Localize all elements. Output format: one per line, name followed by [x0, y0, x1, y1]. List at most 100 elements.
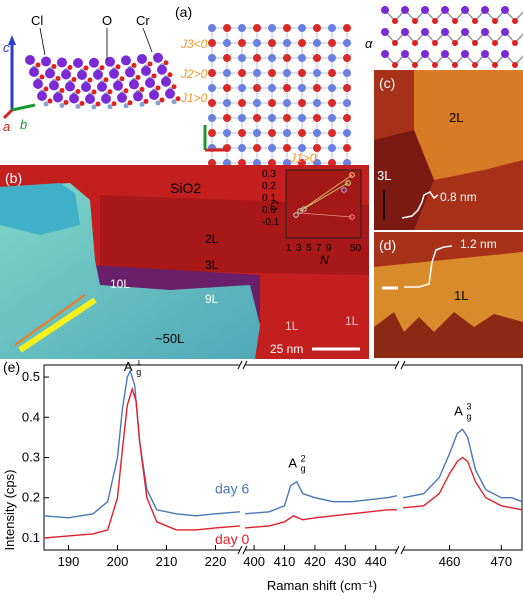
- lattice-atom: [298, 144, 306, 152]
- o-atom: [55, 75, 61, 81]
- cl-atom: [161, 76, 171, 87]
- x-tick-label: 210: [156, 554, 178, 569]
- inset-point: [341, 187, 347, 193]
- cr-pointer: [142, 27, 153, 53]
- lattice-atom: [283, 129, 291, 137]
- panel-a-svg: (a) Cl O Cr c a b J3<0 J2>0 J1>0 J1>0 α: [2, 4, 523, 167]
- inset-trend-line: [299, 212, 353, 218]
- inset-plot-frame: [285, 169, 362, 239]
- side-cl-atom: [421, 6, 429, 14]
- o-atom: [63, 99, 69, 105]
- lattice-atom: [238, 69, 246, 77]
- side-o-atom: [452, 40, 458, 46]
- side-o-atom: [472, 40, 478, 46]
- lattice-atom: [283, 24, 291, 32]
- lattice-atom: [328, 99, 336, 107]
- region-label-10l: 10L: [110, 277, 130, 291]
- y-tick-label: 0.1: [22, 530, 40, 545]
- lattice-atom: [283, 54, 291, 62]
- lattice-atom: [283, 69, 291, 77]
- axis-break: [397, 362, 403, 368]
- scale-bar-label: 25 nm: [270, 342, 303, 356]
- o-atom: [43, 86, 49, 92]
- lattice-atom: [238, 99, 246, 107]
- peak-label-sub: g: [301, 464, 306, 474]
- atom-label-o: O: [102, 13, 112, 28]
- lattice-atom: [343, 39, 351, 47]
- axis-break: [397, 547, 403, 553]
- lattice-atom: [208, 69, 216, 77]
- lattice-atom: [298, 69, 306, 77]
- side-cl-atom: [461, 28, 469, 36]
- o-atom: [83, 65, 89, 71]
- cl-atom: [85, 93, 95, 104]
- panel-c-label: (c): [379, 75, 395, 91]
- lattice-atom: [208, 114, 216, 122]
- cr-atom: [155, 100, 161, 106]
- lattice-atom: [238, 24, 246, 32]
- panel-c-profile: [401, 191, 439, 219]
- inset-trend-line: [299, 174, 353, 212]
- side-cl-atom: [481, 28, 489, 36]
- axis-break-mark: [400, 545, 406, 555]
- x-tick-label: 220: [205, 554, 227, 569]
- lattice-atom: [238, 114, 246, 122]
- o-atom: [127, 100, 133, 106]
- lattice-atom: [268, 129, 276, 137]
- side-cl-atom: [461, 50, 469, 58]
- side-cl-atom: [401, 6, 409, 14]
- lattice-atom: [238, 84, 246, 92]
- side-o-atom: [492, 18, 498, 24]
- lattice-atom: [343, 69, 351, 77]
- peak-label-sub: g: [467, 411, 472, 421]
- cl-atom: [29, 67, 39, 77]
- o-atom: [75, 89, 81, 95]
- cl-atom: [153, 52, 163, 63]
- x-tick-label: 410: [274, 554, 296, 569]
- lattice-atom: [298, 114, 306, 122]
- side-cl-atom: [401, 28, 409, 36]
- cl-atom: [33, 79, 43, 89]
- axis-break-mark: [237, 360, 243, 370]
- region-label-2l: 2L: [205, 232, 219, 246]
- lattice-atom: [253, 54, 261, 62]
- side-cl-atom: [441, 50, 449, 58]
- lattice-atom: [343, 54, 351, 62]
- cl-atom: [89, 57, 99, 68]
- peak-label-sup: 3: [467, 401, 472, 411]
- side-o-atom: [512, 18, 518, 24]
- panel-c-step-label: 0.8 nm: [440, 190, 477, 204]
- lattice-atom: [313, 129, 321, 137]
- o-atom: [163, 60, 169, 66]
- axis-b-arrow: [11, 103, 36, 112]
- lattice-atom: [223, 69, 231, 77]
- peak-label-sup: 2: [301, 454, 306, 464]
- inset-trend-line: [299, 182, 349, 212]
- x-tick-label: 470: [490, 554, 512, 569]
- cl-atom: [105, 56, 115, 67]
- atom-label-cr: Cr: [136, 13, 150, 28]
- lattice-atom: [253, 24, 261, 32]
- lattice-atom: [328, 24, 336, 32]
- panel-c: (c) 2L 3L 0.8 nm: [374, 70, 523, 230]
- side-cl-atom: [441, 6, 449, 14]
- inset-xtick-0: 1: [286, 243, 292, 254]
- o-atom: [159, 97, 165, 103]
- cl-atom: [145, 77, 155, 88]
- side-cl-atom: [401, 50, 409, 58]
- lattice-atom: [298, 54, 306, 62]
- lattice-atom: [328, 129, 336, 137]
- lattice-atom: [223, 84, 231, 92]
- lattice-atom: [298, 129, 306, 137]
- side-o-atom: [452, 62, 458, 68]
- peak-label: A: [454, 403, 463, 418]
- axis-c-head: [8, 35, 16, 45]
- region-label-sio2: SiO2: [170, 180, 201, 196]
- region-label-50l: ~50L: [155, 331, 184, 346]
- side-cl-atom: [381, 6, 389, 14]
- cr-atom: [43, 101, 49, 107]
- panel-c-2l-label: 2L: [449, 110, 463, 125]
- axis-a-arrow: [2, 108, 14, 120]
- x-tick-label: 190: [58, 554, 80, 569]
- axis-c-label: c: [3, 40, 10, 55]
